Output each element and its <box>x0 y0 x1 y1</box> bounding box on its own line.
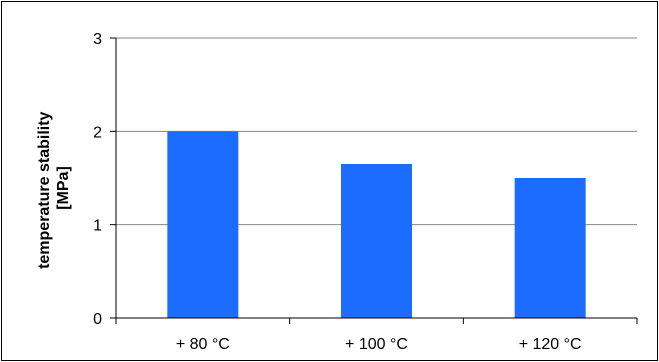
y-tick-labels: 0 1 2 3 <box>93 31 102 328</box>
y-tick-label-1: 1 <box>93 218 102 235</box>
bars <box>167 131 586 318</box>
axes <box>110 37 638 324</box>
y-tick-label-0: 0 <box>93 311 102 328</box>
y-tick-label-3: 3 <box>93 31 102 48</box>
bar-3 <box>514 178 586 318</box>
bar-1 <box>167 131 239 318</box>
y-axis-title: temperature stability [MPa] <box>36 107 72 269</box>
bar-2 <box>341 164 412 318</box>
y-axis-title-line-1: temperature stability <box>36 111 53 268</box>
x-category-label-3: + 120 °C <box>519 336 582 353</box>
y-tick-label-2: 2 <box>93 124 102 141</box>
x-category-label-1: + 80 °C <box>176 336 230 353</box>
x-category-label-2: + 100 °C <box>345 336 408 353</box>
x-category-labels: + 80 °C + 100 °C + 120 °C <box>176 336 582 353</box>
y-axis-title-line-2: [MPa] <box>55 166 72 210</box>
